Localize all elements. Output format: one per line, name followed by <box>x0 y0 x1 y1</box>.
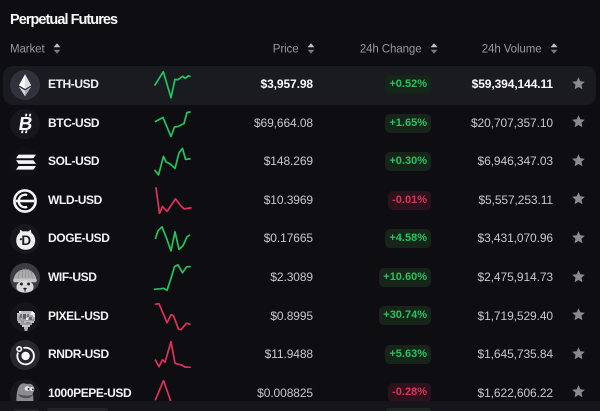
svg-text:B: B <box>17 114 34 135</box>
svg-text:D: D <box>21 234 31 249</box>
